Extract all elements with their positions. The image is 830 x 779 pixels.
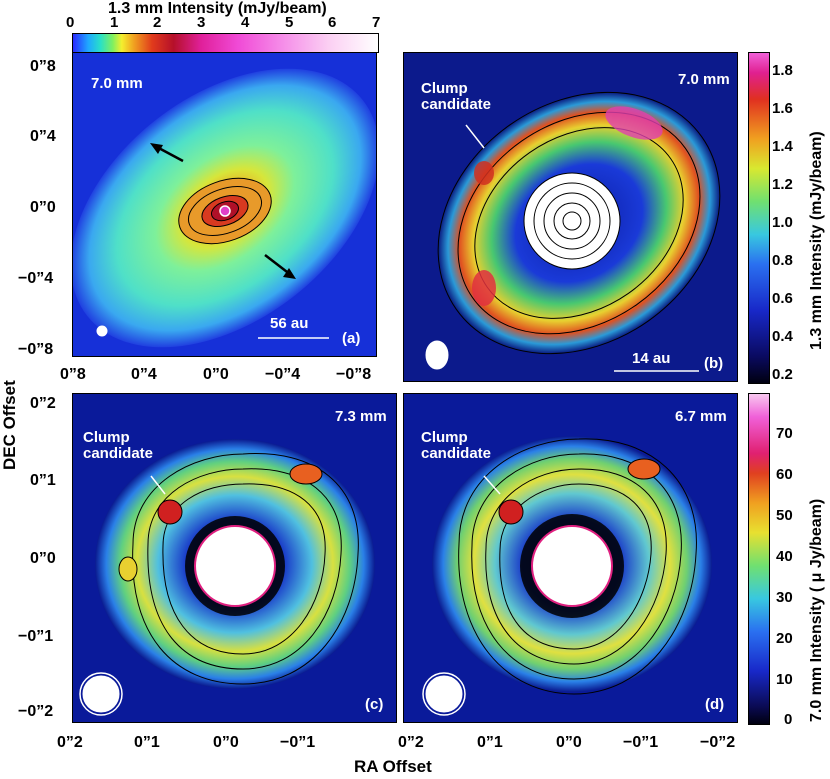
cd-ytick-0: 0”2 xyxy=(30,395,56,412)
a-ytick-3: −0”4 xyxy=(18,270,54,287)
cd-ytick-3: −0”1 xyxy=(18,628,54,645)
right-colorbar-bottom xyxy=(748,393,770,725)
c-xtick-3: −0”1 xyxy=(280,734,316,751)
rtop-tick-0: 1.8 xyxy=(772,62,793,79)
panel-d-wavelength: 6.7 mm xyxy=(675,408,727,425)
y-axis-title: DEC Offset xyxy=(0,380,19,470)
rbot-tick-4: 30 xyxy=(776,589,793,606)
d-xtick-1: 0”1 xyxy=(477,734,503,751)
top-cb-tick-5: 5 xyxy=(285,14,294,31)
rtop-tick-3: 1.2 xyxy=(772,176,793,193)
panel-b-scale: 14 au xyxy=(632,350,671,367)
panel-d: 6.7 mm Clump candidate (d) xyxy=(403,393,738,723)
right-colorbar-top xyxy=(748,52,770,384)
top-cb-tick-1: 1 xyxy=(110,14,119,31)
a-xtick-4: −0”8 xyxy=(336,366,372,383)
top-cb-tick-6: 6 xyxy=(328,14,337,31)
rtop-tick-6: 0.6 xyxy=(772,290,793,307)
top-cb-tick-7: 7 xyxy=(372,14,381,31)
rtop-tick-2: 1.4 xyxy=(772,138,793,155)
a-ytick-1: 0”4 xyxy=(30,128,56,145)
panel-c-wavelength: 7.3 mm xyxy=(335,408,387,425)
top-colorbar-ticks: 0 1 2 3 4 5 6 7 xyxy=(66,14,386,32)
d-xtick-2: 0”0 xyxy=(556,734,582,751)
panel-a-scale: 56 au xyxy=(270,315,309,332)
panel-d-image xyxy=(404,394,737,722)
rbot-tick-3: 40 xyxy=(776,548,793,565)
c-xtick-1: 0”1 xyxy=(134,734,160,751)
panel-c-image xyxy=(73,394,396,722)
panel-a: 7.0 mm 56 au (a) xyxy=(72,52,377,357)
rbot-tick-5: 20 xyxy=(776,630,793,647)
right-colorbar-top-title: 1.3 mm Intensity (mJy/beam) xyxy=(808,131,825,350)
a-xtick-3: −0”4 xyxy=(265,366,301,383)
c-xtick-0: 0”2 xyxy=(57,734,83,751)
panel-b-image xyxy=(404,53,737,381)
rtop-tick-8: 0.2 xyxy=(772,366,793,383)
cd-ytick-4: −0”2 xyxy=(18,703,54,720)
rtop-tick-1: 1.6 xyxy=(772,100,793,117)
a-ytick-0: 0”8 xyxy=(30,58,56,75)
d-xtick-4: −0”2 xyxy=(700,734,736,751)
d-xtick-0: 0”2 xyxy=(398,734,424,751)
panel-b: 7.0 mm Clump candidate 14 au (b) xyxy=(403,52,738,382)
rbot-tick-7: 0 xyxy=(784,711,793,728)
rbot-tick-6: 10 xyxy=(776,671,793,688)
panel-c-letter: (c) xyxy=(365,696,384,713)
rtop-tick-7: 0.4 xyxy=(772,328,793,345)
top-cb-tick-2: 2 xyxy=(153,14,162,31)
right-colorbar-bottom-ticks: 70 60 50 40 30 20 10 0 xyxy=(776,425,816,728)
top-colorbar-title: 1.3 mm Intensity (mJy/beam) xyxy=(108,0,327,17)
rtop-tick-4: 1.0 xyxy=(772,214,793,231)
rbot-tick-2: 50 xyxy=(776,507,793,524)
top-cb-tick-3: 3 xyxy=(197,14,206,31)
panel-d-annotation: Clump candidate xyxy=(421,429,492,462)
panel-c-annotation: Clump candidate xyxy=(83,429,154,462)
cd-ytick-2: 0”0 xyxy=(30,550,56,567)
right-colorbar-top-ticks: 1.8 1.6 1.4 1.2 1.0 0.8 0.6 0.4 0.2 xyxy=(772,62,812,383)
a-xtick-1: 0”4 xyxy=(131,366,157,383)
x-axis-title: RA Offset xyxy=(354,757,432,776)
panel-c: 7.3 mm Clump candidate (c) xyxy=(72,393,397,723)
rbot-tick-1: 60 xyxy=(776,466,793,483)
panel-b-annotation: Clump candidate xyxy=(421,80,492,113)
right-colorbar-bottom-title: 7.0 mm Intensity ( μ Jy/beam) xyxy=(808,498,825,722)
top-colorbar xyxy=(72,33,379,53)
top-cb-tick-0: 0 xyxy=(66,14,75,31)
a-ytick-4: −0”8 xyxy=(18,341,54,358)
rtop-tick-5: 0.8 xyxy=(772,252,793,269)
top-cb-tick-4: 4 xyxy=(241,14,250,31)
a-xtick-0: 0”8 xyxy=(60,366,86,383)
panel-a-wavelength: 7.0 mm xyxy=(91,75,143,92)
a-xtick-2: 0”0 xyxy=(203,366,229,383)
rbot-tick-0: 70 xyxy=(776,425,793,442)
d-xtick-3: −0”1 xyxy=(623,734,659,751)
a-ytick-2: 0”0 xyxy=(30,199,56,216)
panel-b-wavelength: 7.0 mm xyxy=(678,71,730,88)
panel-b-letter: (b) xyxy=(704,355,724,372)
cd-ytick-1: 0”1 xyxy=(30,472,56,489)
panel-a-image xyxy=(73,53,376,356)
c-xtick-2: 0”0 xyxy=(213,734,239,751)
panel-d-letter: (d) xyxy=(705,696,725,713)
panel-a-letter: (a) xyxy=(342,330,361,347)
